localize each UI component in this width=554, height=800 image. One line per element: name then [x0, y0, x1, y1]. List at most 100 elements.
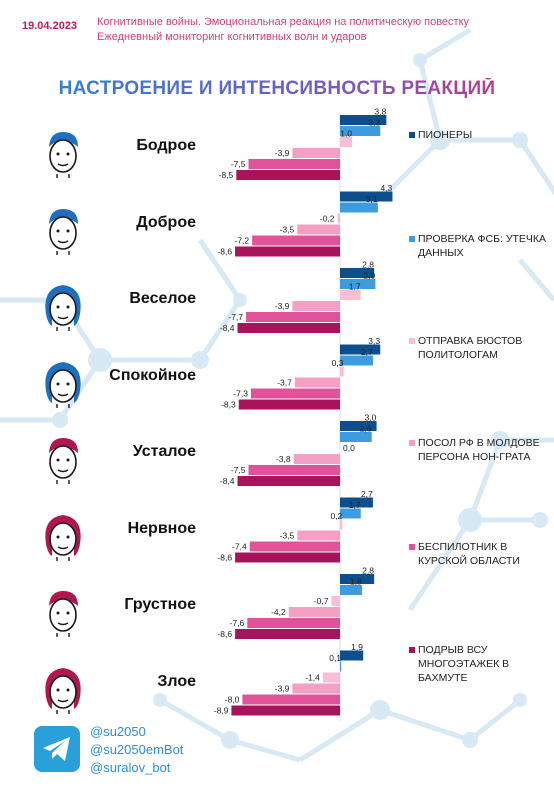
data-label-1-5: -7,5 — [231, 159, 246, 169]
legend-swatch-5 — [409, 544, 415, 550]
bar-6-4 — [297, 530, 340, 541]
bar-8-2 — [340, 661, 342, 672]
legend-swatch-3 — [409, 338, 415, 344]
bar-2-6 — [235, 246, 340, 257]
bar-5-1 — [340, 421, 377, 431]
bar-1-3 — [340, 137, 353, 147]
face-icon-7 — [40, 586, 86, 638]
report-date: 19.04.2023 — [22, 20, 78, 32]
mood-label-5: Усталое — [132, 443, 196, 460]
data-label-5-3: 0,0 — [343, 443, 355, 453]
data-label-5-6: -8,4 — [220, 476, 235, 486]
bar-8-6 — [231, 705, 340, 716]
face-icon-4 — [40, 357, 86, 409]
legend-swatch-2 — [409, 236, 415, 242]
data-label-7-5: -7,6 — [230, 618, 245, 628]
bar-1-1 — [340, 115, 387, 125]
bar-5-5 — [248, 465, 340, 475]
data-label-5-5: -7,5 — [231, 465, 246, 475]
data-label-6-3: 0,2 — [330, 511, 342, 521]
mood-label-6: Нервное — [127, 519, 196, 537]
bar-5-2 — [340, 432, 372, 442]
data-label-8-3: -1,4 — [305, 673, 320, 683]
legend-swatch-1 — [409, 132, 415, 138]
mood-label-1: Бодрое — [136, 137, 196, 154]
legend-swatch-6 — [409, 647, 415, 653]
data-label-3-6: -8,4 — [220, 323, 235, 333]
bar-7-5 — [247, 618, 340, 628]
chart-title: НАСТРОЕНИЕ И ИНТЕНСИВНОСТЬ РЕАКЦИЙ — [0, 78, 554, 100]
bar-1-2 — [340, 126, 381, 136]
data-label-8-4: -3,9 — [275, 684, 290, 694]
bar-7-1 — [340, 574, 375, 584]
mood-label-3: Веселое — [129, 290, 196, 307]
bar-4-2 — [340, 355, 373, 366]
data-label-5-1: 3,0 — [365, 413, 377, 423]
bar-4-5 — [250, 388, 340, 399]
bar-2-2 — [340, 202, 378, 213]
data-label-5-2: 2,6 — [360, 424, 372, 434]
face-icon-5 — [40, 433, 86, 485]
data-label-6-5: -7,4 — [232, 542, 247, 552]
bar-8-5 — [242, 694, 340, 705]
legend-label-3: Отправка бюстов политологам — [418, 335, 523, 361]
data-label-7-2: 1,8 — [350, 577, 362, 587]
bar-5-4 — [293, 454, 340, 464]
data-label-6-1: 2,7 — [361, 489, 373, 499]
bar-4-3 — [340, 366, 344, 377]
handle-su2050[interactable]: @su2050 — [90, 724, 146, 739]
bar-2-5 — [252, 235, 340, 246]
mood-label-8: Злое — [157, 672, 196, 690]
data-label-4-6: -8,3 — [221, 400, 236, 410]
bar-7-3 — [331, 596, 340, 606]
bar-6-6 — [235, 552, 340, 563]
data-label-1-4: -3,9 — [275, 148, 290, 158]
bar-1-4 — [292, 148, 340, 158]
mood-label-2: Доброе — [136, 213, 196, 231]
data-label-7-4: -4,2 — [271, 607, 286, 617]
bar-7-6 — [235, 629, 340, 639]
mood-label-4: Спокойное — [109, 366, 196, 384]
face-icon-1 — [40, 127, 86, 179]
data-label-1-1: 3,8 — [374, 107, 386, 117]
data-label-3-5: -7,7 — [228, 312, 243, 322]
telegram-icon[interactable] — [34, 726, 80, 772]
handle-su2050embot[interactable]: @su2050emBot — [90, 742, 184, 757]
bar-5-6 — [237, 476, 340, 486]
bar-3-5 — [246, 312, 340, 322]
legend-label-6: Подрыв ВСУ многоэтажек в Бахмуте — [418, 644, 510, 684]
data-label-5-4: -3,8 — [276, 454, 291, 464]
data-label-6-4: -3,5 — [280, 531, 295, 541]
legend-swatch-4 — [409, 440, 415, 446]
header-subtitle-2: Ежедневный мониторинг когнитивных волн и… — [97, 31, 367, 43]
data-label-4-1: 3,3 — [368, 336, 380, 346]
data-label-6-6: -8,6 — [217, 553, 232, 563]
bar-3-6 — [237, 323, 340, 333]
handle-suralov-bot[interactable]: @suralov_bot — [90, 760, 171, 775]
data-label-1-2: 3,3 — [368, 118, 380, 128]
mood-label-7: Грустное — [124, 596, 196, 613]
face-icon-6 — [40, 510, 86, 562]
bar-3-2 — [340, 279, 376, 289]
data-label-7-6: -8,6 — [217, 629, 232, 639]
bar-8-3 — [322, 672, 340, 683]
data-label-3-2: 2,9 — [363, 271, 375, 281]
data-label-2-2: 3,1 — [366, 194, 378, 204]
legend-label-1: Пионеры — [418, 129, 473, 141]
bar-8-1 — [340, 650, 364, 661]
bar-6-1 — [340, 497, 373, 508]
bar-7-4 — [288, 607, 340, 617]
data-label-4-2: 2,7 — [361, 347, 373, 357]
bar-2-4 — [297, 224, 340, 235]
bar-2-3 — [337, 213, 340, 224]
bar-3-1 — [340, 268, 375, 278]
data-label-4-4: -3,7 — [277, 378, 292, 388]
legend-label-5: Беспилотник в Курской области — [418, 541, 520, 567]
bar-1-5 — [248, 159, 340, 169]
data-label-2-4: -3,5 — [280, 225, 295, 235]
bar-4-6 — [238, 399, 340, 410]
data-label-7-3: -0,7 — [314, 596, 329, 606]
data-label-1-3: 1,0 — [340, 129, 352, 139]
data-label-4-5: -7,3 — [233, 389, 248, 399]
